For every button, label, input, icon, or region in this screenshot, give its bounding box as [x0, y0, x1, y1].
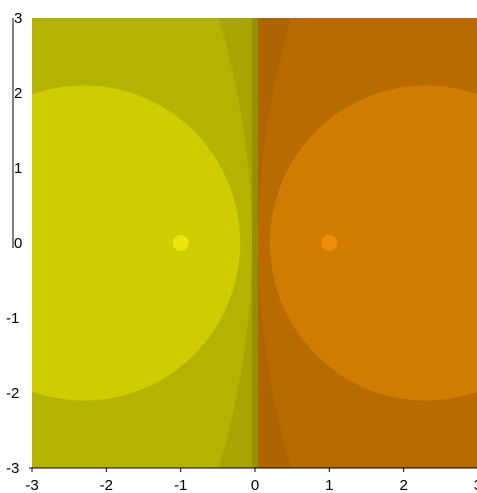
region-right-circle: [269, 85, 477, 401]
axes: [12, 18, 477, 469]
y-tick-label: 3: [14, 10, 22, 27]
y-tick-label: -1: [6, 310, 19, 327]
region-left-circle: [32, 85, 241, 401]
x-tick-label: 0: [251, 477, 259, 493]
point-1: [172, 235, 189, 251]
x-tick-label: 1: [325, 477, 333, 493]
region-left-inner-band: [218, 18, 255, 468]
y-tick-label: 1: [14, 160, 22, 177]
y-tick-label: 2: [14, 85, 22, 102]
x-tick-label: -1: [174, 477, 187, 493]
y-tick-label: -3: [6, 460, 19, 477]
tick-labels: -3 -2 -1 0 1 2 3 3 2 1 0 -1 -2 -3: [6, 10, 477, 493]
plot-area: [32, 18, 477, 468]
x-tick-label: -2: [100, 477, 113, 493]
heatmap-regions: [32, 18, 477, 468]
region-center-strip: [252, 18, 258, 468]
y-tick-label: 0: [14, 235, 22, 252]
y-tick-label: -2: [6, 385, 19, 402]
x-tick-label: 3: [474, 477, 477, 493]
point-2: [321, 235, 338, 251]
region-right-inner-band: [255, 18, 292, 468]
x-tick-label: -3: [25, 477, 38, 493]
x-tick-label: 2: [399, 477, 407, 493]
